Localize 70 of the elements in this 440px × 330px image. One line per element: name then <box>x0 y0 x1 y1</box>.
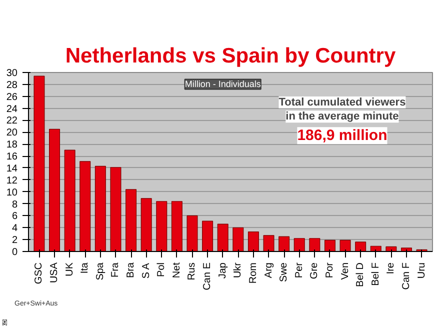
x-tick-label: Bel F <box>370 262 382 286</box>
x-tick-label: Pol <box>156 262 168 277</box>
x-tick-label: Rus <box>186 262 198 280</box>
x-tick-label: Gre <box>309 262 320 280</box>
text: 9 <box>2 318 8 328</box>
bar <box>202 220 214 252</box>
y-tick-label: 20 <box>6 128 18 139</box>
chart-title: Netherlands vs Spain by Country <box>65 44 396 68</box>
x-tick-label: Ita <box>80 262 91 274</box>
x-tick-label: Ire <box>386 262 397 274</box>
y-tick-label: 14 <box>6 163 18 174</box>
bar <box>110 167 122 252</box>
x-tick-label: USA <box>49 262 60 284</box>
annotation: Total cumulated viewers <box>278 96 406 108</box>
bar <box>263 235 274 252</box>
x-tick-label: Arg <box>263 262 274 278</box>
bar <box>171 201 182 252</box>
bar <box>355 242 366 252</box>
x-tick-label: Jap <box>217 262 228 279</box>
bar <box>34 76 45 252</box>
y-tick-label: 24 <box>6 104 18 115</box>
x-tick-label: Bra <box>126 262 137 278</box>
annotation: in the average minute <box>286 110 399 123</box>
y-tick-label: 12 <box>6 175 18 186</box>
y-tick-label: 4 <box>12 223 18 234</box>
x-tick-label: Uru <box>416 262 428 279</box>
x-tick-label: Por <box>324 262 336 278</box>
y-tick-label: 16 <box>6 152 18 163</box>
bar <box>186 215 198 252</box>
y-tick-label: 8 <box>12 199 18 210</box>
y-tick-label: 22 <box>6 116 18 127</box>
bar <box>340 240 351 252</box>
bar <box>278 236 290 252</box>
annotation: 186,9 million <box>297 127 388 144</box>
bar <box>232 227 244 252</box>
x-tick-label: Swe <box>278 262 290 282</box>
bar <box>294 238 305 252</box>
bar <box>309 238 320 252</box>
y-tick-label: 26 <box>6 92 18 103</box>
y-tick-label: 28 <box>6 80 18 91</box>
bar <box>49 128 60 252</box>
x-tick-label: S A <box>140 262 152 279</box>
y-tick-label: 30 <box>6 68 18 79</box>
y-tick-label: 10 <box>6 187 18 198</box>
y-tick-label: 0 <box>12 247 18 258</box>
x-tick-label: UK <box>64 262 76 276</box>
bar <box>126 189 137 252</box>
x-tick-label: Ukr <box>232 262 244 278</box>
annotation: Million - Individuals <box>184 79 262 90</box>
bar <box>64 150 76 252</box>
x-tick-label: Fra <box>110 262 122 278</box>
y-tick-label: 2 <box>12 235 18 246</box>
x-tick-label: Net <box>171 262 182 278</box>
x-tick-label: Ven <box>340 262 351 280</box>
x-tick-label: Bel D <box>355 262 366 287</box>
y-tick-label: 6 <box>12 211 18 222</box>
x-tick-label: Can F <box>400 262 412 290</box>
x-tick-label: Rom <box>248 262 259 284</box>
bar <box>140 198 152 252</box>
x-tick-label: Spa <box>94 262 106 280</box>
x-tick-label: Can E <box>202 262 214 290</box>
bar <box>94 166 106 252</box>
x-tick-label: GSC <box>34 262 45 284</box>
bar <box>156 201 168 252</box>
bar <box>324 240 336 252</box>
bar <box>80 161 91 252</box>
bar <box>248 232 259 252</box>
y-tick-label: 18 <box>6 140 18 151</box>
bar <box>217 224 228 252</box>
x-tick-label: Per <box>294 262 305 278</box>
